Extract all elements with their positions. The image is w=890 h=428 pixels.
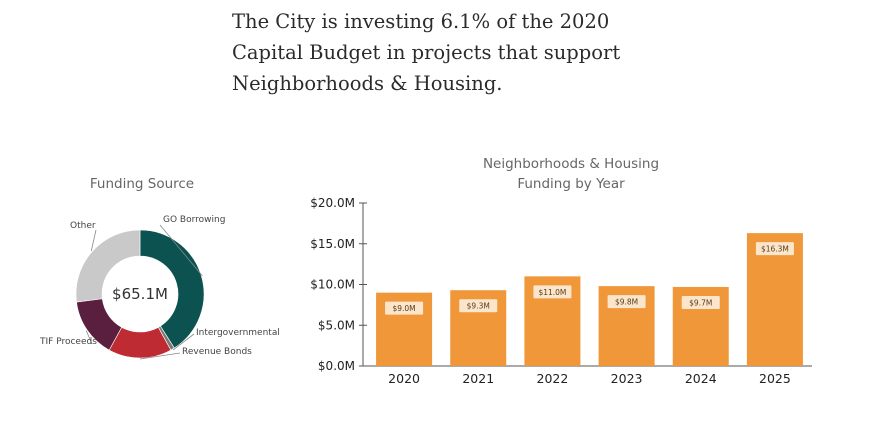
headline-line-3: Neighborhoods & Housing. bbox=[232, 72, 503, 95]
donut-slice-other bbox=[75, 229, 141, 303]
y-tick-label: $15.0M bbox=[310, 237, 355, 251]
slice-label-tif-proceeds: TIF Proceeds bbox=[39, 337, 97, 347]
bar-value-label-box bbox=[755, 242, 794, 256]
headline-line-1: The City is investing 6.1% of the 2020 bbox=[232, 10, 610, 33]
y-tick-label: $5.0M bbox=[318, 318, 355, 332]
x-tick-label: 2021 bbox=[462, 371, 494, 386]
bar-value-label: $11.0M bbox=[538, 288, 566, 297]
donut-title: Funding Source bbox=[90, 176, 194, 192]
donut-slice-go-borrowing bbox=[139, 229, 205, 349]
bar-value-label-box bbox=[459, 299, 498, 313]
donut-leader-line bbox=[85, 330, 93, 345]
funding-by-year-bar-chart: Neighborhoods & Housing Funding by Year … bbox=[310, 156, 812, 386]
y-tick-label: $20.0M bbox=[310, 196, 355, 210]
slice-label-other: Other bbox=[70, 221, 96, 231]
x-tick-label: 2023 bbox=[611, 371, 643, 386]
x-tick-label: 2025 bbox=[759, 371, 791, 386]
donut-leader-line bbox=[139, 352, 181, 360]
donut-leader-line bbox=[90, 229, 97, 252]
donut-center-label: $65.1M bbox=[112, 285, 168, 303]
headline-line-2: Capital Budget in projects that support bbox=[232, 41, 621, 64]
slice-label-revenue-bonds: Revenue Bonds bbox=[182, 347, 252, 357]
x-tick-label: 2020 bbox=[388, 371, 420, 386]
bar-value-label-box bbox=[385, 301, 424, 315]
y-tick-label: $10.0M bbox=[310, 278, 355, 292]
bar-2025 bbox=[746, 233, 803, 366]
x-tick-label: 2024 bbox=[685, 371, 717, 386]
y-tick-label: $0.0M bbox=[318, 359, 355, 373]
headline: The City is investing 6.1% of the 2020 C… bbox=[232, 6, 672, 99]
bar-value-label-box bbox=[607, 295, 646, 309]
donut-leader-line bbox=[172, 333, 195, 351]
bar-value-label-box bbox=[681, 295, 720, 309]
x-tick-label: 2022 bbox=[537, 371, 569, 386]
bar-value-label: $9.8M bbox=[615, 298, 638, 307]
bar-chart-title-line-2: Funding by Year bbox=[517, 176, 625, 192]
bar-value-label: $9.7M bbox=[689, 298, 712, 307]
slice-label-go-borrowing: GO Borrowing bbox=[163, 215, 225, 225]
bar-value-label: $9.3M bbox=[467, 302, 490, 311]
bar-value-label: $16.3M bbox=[761, 245, 789, 254]
bar-value-label: $9.0M bbox=[392, 304, 415, 313]
slice-label-intergovernmental: Intergovernmental bbox=[196, 328, 280, 338]
bar-chart-title-line-1: Neighborhoods & Housing bbox=[483, 156, 659, 172]
bar-value-label-box bbox=[533, 285, 572, 299]
funding-source-donut-chart: Funding Source $65.1M GO Borrowing Inter… bbox=[39, 176, 280, 360]
donut-leader-line bbox=[159, 224, 203, 277]
